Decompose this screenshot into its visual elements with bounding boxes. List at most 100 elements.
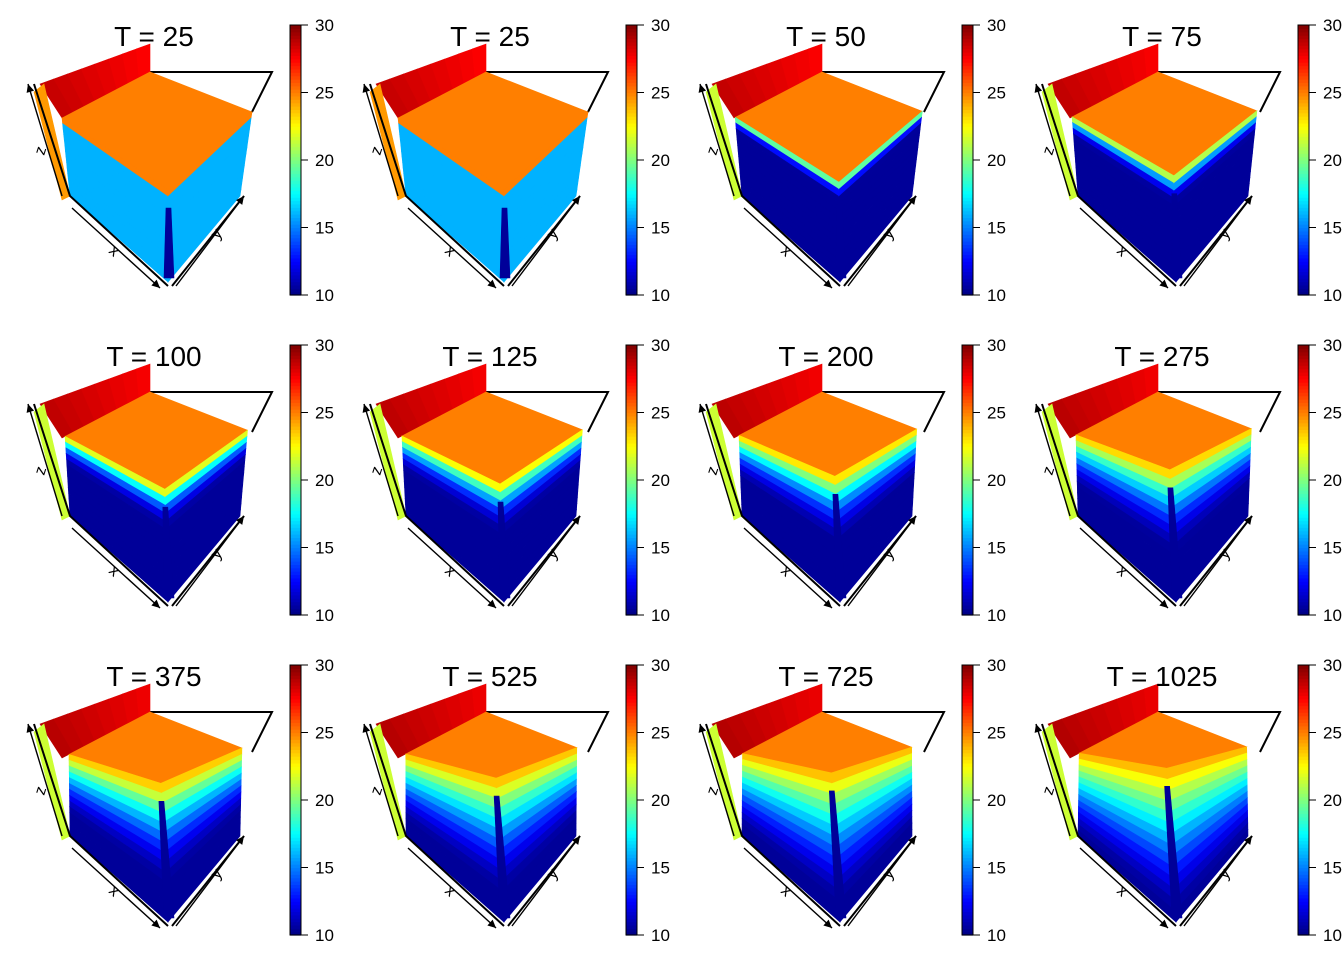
colorbar-segment xyxy=(962,79,973,83)
colorbar-segment xyxy=(626,25,637,29)
colorbar-segment xyxy=(290,695,301,700)
colorbar-segment xyxy=(626,584,637,589)
colorbar-segment xyxy=(626,234,637,239)
colorbar-segment xyxy=(290,41,301,46)
colorbar-segment xyxy=(1298,469,1309,474)
colorbar-tick-label: 10 xyxy=(1323,926,1342,945)
colorbar-segment xyxy=(626,419,637,424)
colorbar-segment xyxy=(626,274,637,279)
colorbar-segment xyxy=(1298,116,1309,121)
colorbar-segment xyxy=(962,442,973,447)
colorbar-segment xyxy=(1298,783,1309,788)
colorbar-segment xyxy=(962,921,973,926)
colorbar-segment xyxy=(962,422,973,427)
colorbar-segment xyxy=(290,176,301,181)
colorbar-segment xyxy=(1298,847,1309,852)
colorbar-segment xyxy=(626,800,637,804)
colorbar-segment xyxy=(962,166,973,171)
colorbar-segment xyxy=(962,210,973,215)
colorbar-segment xyxy=(962,715,973,720)
colorbar-segment xyxy=(290,261,301,266)
colorbar-segment xyxy=(626,688,637,693)
cold-notch xyxy=(162,506,175,599)
colorbar-segment xyxy=(1298,261,1309,266)
colorbar-segment xyxy=(962,762,973,767)
colorbar-segment xyxy=(962,143,973,148)
colorbar-segment xyxy=(962,561,973,565)
colorbar-segment xyxy=(962,345,973,349)
colorbar-segment xyxy=(290,160,301,164)
colorbar-segment xyxy=(1298,62,1309,67)
colorbar-segment xyxy=(962,68,973,73)
colorbar-segment xyxy=(1298,48,1309,53)
colorbar-segment xyxy=(626,537,637,542)
colorbar-segment xyxy=(962,719,973,723)
colorbar-segment xyxy=(290,241,301,245)
colorbar-segment xyxy=(290,816,301,821)
colorbar-segment xyxy=(1298,874,1309,879)
colorbar-segment xyxy=(290,453,301,457)
x-axis-arrow xyxy=(407,527,497,609)
colorbar-segment xyxy=(1298,530,1309,535)
colorbar-segment xyxy=(626,156,637,161)
colorbar-segment xyxy=(626,513,637,518)
colorbar-segment xyxy=(626,166,637,171)
colorbar-segment xyxy=(290,759,301,764)
colorbar-segment xyxy=(626,550,637,555)
x-axis-arrow-head xyxy=(823,279,832,288)
colorbar-segment xyxy=(290,25,301,29)
colorbar-segment xyxy=(1298,681,1309,686)
colorbar-segment xyxy=(290,432,301,437)
colorbar-segment xyxy=(290,382,301,387)
colorbar-segment xyxy=(1298,816,1309,821)
colorbar-segment xyxy=(962,224,973,229)
colorbar-segment xyxy=(290,348,301,353)
colorbar-segment xyxy=(1298,432,1309,437)
colorbar-tick-label: 20 xyxy=(1323,151,1342,170)
colorbar-segment xyxy=(962,278,973,283)
colorbar-segment xyxy=(1298,881,1309,885)
colorbar-segment xyxy=(962,931,973,936)
colorbar-segment xyxy=(962,830,973,835)
colorbar-segment xyxy=(626,459,637,464)
colorbar-tick-label: 10 xyxy=(1323,286,1342,305)
colorbar-segment xyxy=(290,288,301,293)
colorbar-segment xyxy=(962,928,973,933)
colorbar-segment xyxy=(1298,762,1309,767)
colorbar-segment xyxy=(626,483,637,488)
colorbar-segment xyxy=(626,193,637,198)
colorbar-segment xyxy=(1298,486,1309,491)
colorbar-segment xyxy=(290,884,301,889)
colorbar-segment xyxy=(626,237,637,242)
colorbar-segment xyxy=(962,571,973,576)
colorbar-segment xyxy=(290,139,301,144)
colorbar-segment xyxy=(962,779,973,784)
colorbar-segment xyxy=(962,244,973,249)
colorbar-segment xyxy=(962,75,973,80)
colorbar-segment xyxy=(626,429,637,434)
colorbar-segment xyxy=(626,197,637,202)
box-back-edge xyxy=(150,711,274,753)
colorbar-segment xyxy=(290,530,301,535)
colorbar-segment xyxy=(962,507,973,511)
colorbar-segment xyxy=(626,163,637,168)
colorbar-segment xyxy=(290,187,301,191)
colorbar-segment xyxy=(290,688,301,693)
colorbar-segment xyxy=(626,133,637,137)
colorbar-segment xyxy=(290,594,301,599)
colorbar-segment xyxy=(962,82,973,87)
box-back-edge xyxy=(486,711,610,753)
colorbar-segment xyxy=(962,759,973,764)
colorbar-segment xyxy=(290,378,301,383)
colorbar-segment xyxy=(626,500,637,505)
colorbar-segment xyxy=(290,840,301,845)
colorbar-segment xyxy=(1298,577,1309,582)
colorbar-segment xyxy=(962,405,973,410)
colorbar-segment xyxy=(626,850,637,855)
colorbar-segment xyxy=(626,708,637,713)
colorbar-segment xyxy=(1298,79,1309,83)
colorbar-segment xyxy=(290,436,301,441)
colorbar-segment xyxy=(290,345,301,349)
y-axis-arrow-head xyxy=(571,196,580,205)
